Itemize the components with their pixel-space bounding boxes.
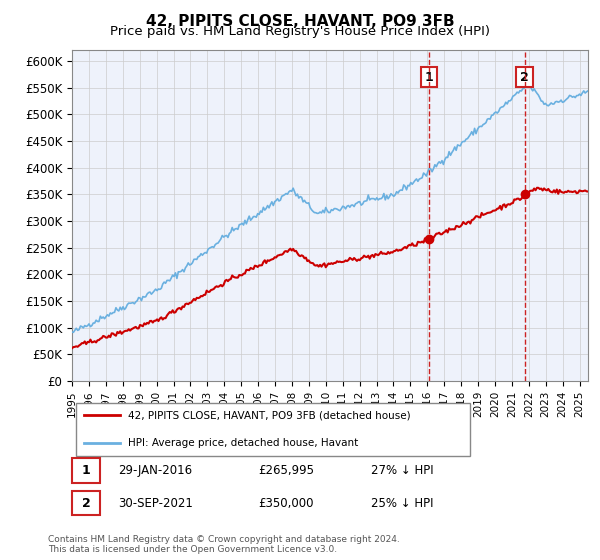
Text: 27% ↓ HPI: 27% ↓ HPI	[371, 464, 434, 477]
Text: Contains HM Land Registry data © Crown copyright and database right 2024.
This d: Contains HM Land Registry data © Crown c…	[48, 535, 400, 554]
Text: 30-SEP-2021: 30-SEP-2021	[118, 497, 193, 510]
FancyBboxPatch shape	[72, 458, 100, 483]
Text: Price paid vs. HM Land Registry's House Price Index (HPI): Price paid vs. HM Land Registry's House …	[110, 25, 490, 38]
Text: 1: 1	[82, 464, 91, 477]
Text: 42, PIPITS CLOSE, HAVANT, PO9 3FB: 42, PIPITS CLOSE, HAVANT, PO9 3FB	[146, 14, 454, 29]
Text: HPI: Average price, detached house, Havant: HPI: Average price, detached house, Hava…	[128, 438, 359, 448]
FancyBboxPatch shape	[76, 403, 470, 456]
FancyBboxPatch shape	[72, 491, 100, 516]
Text: 29-JAN-2016: 29-JAN-2016	[118, 464, 193, 477]
Text: 25% ↓ HPI: 25% ↓ HPI	[371, 497, 434, 510]
Text: £350,000: £350,000	[258, 497, 313, 510]
Text: 2: 2	[82, 497, 91, 510]
Text: 42, PIPITS CLOSE, HAVANT, PO9 3FB (detached house): 42, PIPITS CLOSE, HAVANT, PO9 3FB (detac…	[128, 410, 411, 420]
Text: £265,995: £265,995	[258, 464, 314, 477]
Text: 1: 1	[424, 71, 433, 83]
Text: 2: 2	[520, 71, 529, 83]
